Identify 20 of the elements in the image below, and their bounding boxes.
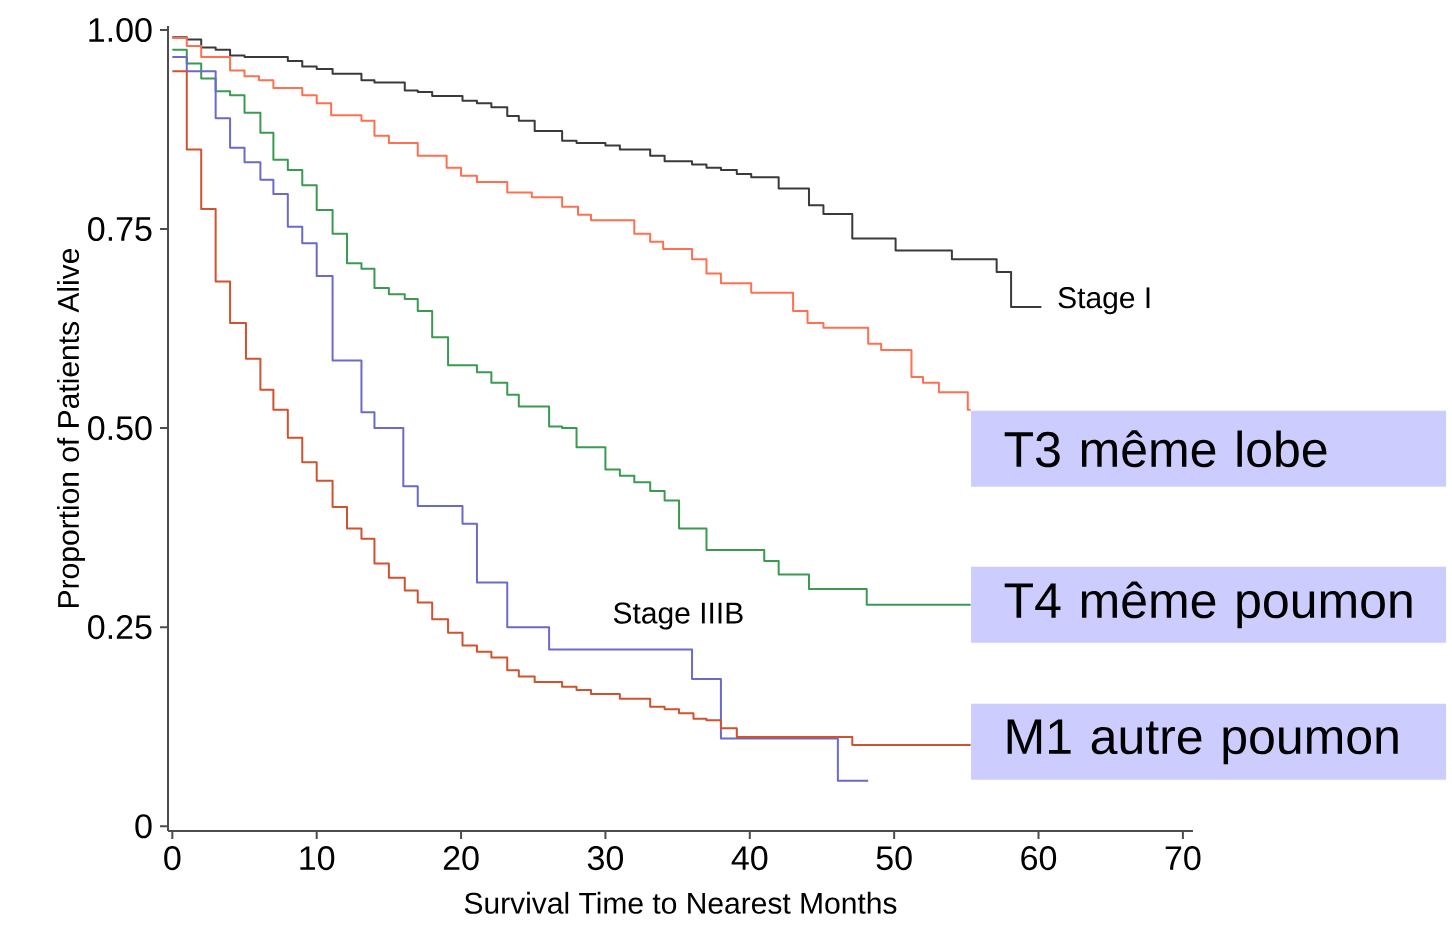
x-tick-label: 50 (876, 846, 912, 871)
y-tick-label: 0.25 (88, 615, 152, 640)
series-label: Stage IIIB (613, 602, 743, 630)
x-tick-label: 40 (731, 846, 768, 871)
y-axis-title: Proportion of Patients Alive (57, 248, 86, 607)
y-tick-label: 1.00 (89, 17, 152, 43)
series-label: Stage I (1058, 287, 1150, 315)
series-label: M1 autre poumon (1007, 719, 1398, 765)
x-tick-label: 70 (1165, 846, 1201, 871)
series-label: T4 même poumon (1004, 581, 1412, 629)
x-tick-label: 20 (443, 846, 479, 871)
x-tick-label: 30 (587, 846, 624, 871)
y-tick-label: 0.50 (88, 416, 152, 441)
x-axis-title: Survival Time to Nearest Months (464, 891, 897, 914)
y-tick-label: 0 (135, 814, 152, 839)
y-tick-label: 0.75 (88, 216, 152, 242)
x-tick-label: 10 (300, 846, 335, 871)
x-tick-label: 60 (1021, 846, 1057, 871)
x-tick-label: 0 (164, 846, 181, 871)
series-label: T3 même lobe (1004, 430, 1327, 468)
